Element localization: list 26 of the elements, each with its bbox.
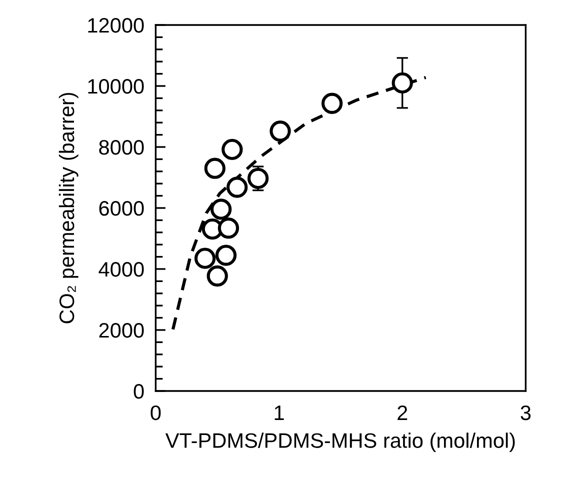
y-tick-label: 6000: [99, 201, 144, 216]
point: [222, 138, 243, 160]
point: [270, 120, 291, 142]
point: [321, 92, 343, 114]
x-axis-title: VT-PDMS/PDMS-MHS ratio (mol/mol): [165, 432, 515, 452]
x-tick-label: 0: [150, 405, 161, 420]
point: [206, 265, 228, 287]
x-tick-label: 3: [520, 405, 531, 420]
point: [215, 244, 237, 266]
y-axis-title: CO₂ permeability (barrer): [58, 92, 78, 324]
point: [226, 176, 248, 198]
point: [247, 168, 269, 189]
y-tick-label: 4000: [98, 262, 144, 277]
point: [194, 248, 216, 269]
point: [210, 198, 232, 220]
line-series: [171, 76, 428, 331]
x-tick-label: 1: [274, 406, 284, 420]
point: [218, 218, 240, 239]
point: [204, 158, 226, 179]
y-tick-label: 0: [134, 384, 144, 399]
x-tick-label: 2: [398, 405, 408, 420]
y-tick-label: 2000: [99, 323, 144, 338]
y-tick-label: 12000: [88, 18, 144, 33]
y-tick-label: 8000: [99, 140, 144, 155]
point: [392, 72, 413, 94]
y-tick-label: 10000: [88, 79, 144, 94]
